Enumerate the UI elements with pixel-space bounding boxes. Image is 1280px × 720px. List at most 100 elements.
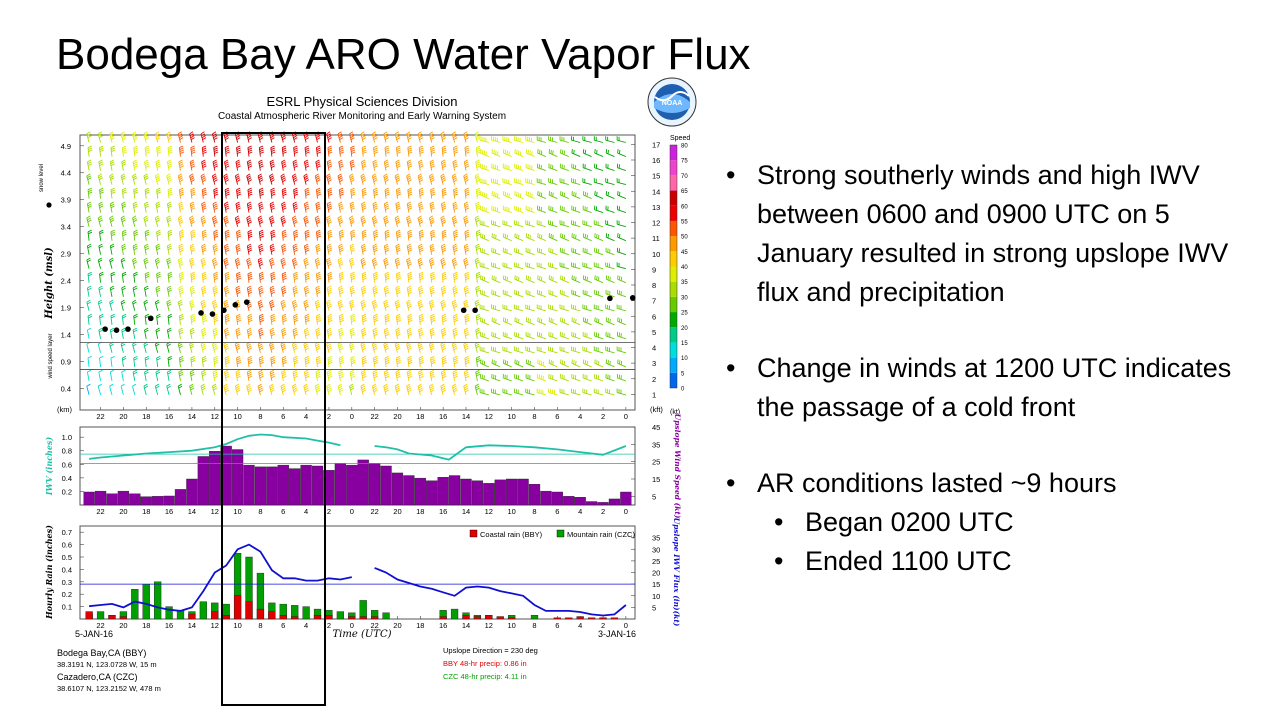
wind-barb: [429, 369, 435, 381]
wind-barb: [97, 383, 102, 396]
wind-barb: [475, 355, 481, 367]
wind-speed-ylabel: Upslope Wind Speed (kt): [673, 414, 682, 519]
x-tick-label: 2: [327, 621, 331, 630]
wind-barb: [474, 257, 480, 269]
wind-barb: [144, 285, 149, 297]
wind-barb: [349, 243, 356, 255]
wind-barb: [314, 257, 321, 269]
wind-barb: [406, 383, 412, 396]
wind-barb: [525, 359, 535, 368]
wind-barb: [200, 131, 207, 143]
wind-barb: [513, 136, 524, 143]
wind-barb: [132, 215, 138, 227]
wind-barb: [559, 331, 569, 340]
wind-barb: [86, 285, 92, 297]
wind-barb: [338, 201, 344, 213]
wind-barb: [428, 173, 435, 185]
wind-barb: [361, 271, 367, 283]
wind-barb: [474, 131, 481, 143]
wind-barb: [536, 247, 547, 256]
x-tick-label: 16: [439, 412, 447, 421]
wind-barb: [474, 173, 481, 185]
wind-barb: [479, 373, 489, 382]
wind-barb: [304, 355, 310, 367]
wind-barb: [178, 355, 184, 367]
wind-barb: [548, 149, 558, 158]
wind-barb: [372, 285, 378, 297]
wind-barb: [326, 369, 333, 381]
wind-barb: [258, 369, 264, 381]
wind-barb: [463, 159, 470, 171]
wind-barb: [428, 299, 435, 311]
wind-barb: [247, 187, 253, 199]
wind-barb: [270, 271, 276, 283]
y-tick-label: 1.9: [61, 304, 71, 313]
x-tick-label: 12: [485, 507, 493, 516]
wind-barb: [121, 327, 126, 339]
wind-barb: [303, 369, 310, 381]
wind-barb: [86, 369, 92, 381]
bby-rain-bar: [462, 615, 470, 620]
colorbar-segment: [670, 281, 677, 297]
wind-barb: [525, 275, 535, 284]
wind-barb: [201, 229, 207, 241]
wind-barb: [133, 145, 139, 157]
colorbar-segment: [670, 266, 677, 282]
speed-colorbar: 0 5 10 15 20 25 30 35 40 45 50 55 60 65 70 75 80: [669, 144, 688, 393]
x-tick-label: 6: [555, 507, 559, 516]
wind-barb: [406, 257, 412, 269]
wind-barb: [258, 229, 264, 241]
wind-barb: [491, 262, 501, 270]
colorbar-segment: [670, 312, 677, 328]
wind-barb: [292, 327, 298, 339]
wind-barb: [360, 257, 367, 269]
wind-barb: [109, 131, 115, 143]
x-tick-label: 0: [350, 507, 354, 516]
wind-speed-bar: [608, 498, 621, 506]
wind-speed-bar: [620, 491, 632, 506]
wind-barb: [213, 271, 219, 283]
date-right: 3-JAN-16: [598, 629, 636, 639]
wind-barb: [605, 191, 615, 200]
wind-barb: [395, 355, 401, 367]
x-tick-label: 18: [416, 621, 424, 630]
bby-rain-bar: [313, 615, 322, 620]
wind-speed-bar: [357, 459, 369, 506]
wind-barb: [223, 215, 230, 227]
wind-barb: [144, 229, 150, 241]
wind-barb: [200, 215, 207, 227]
y-tick-label: 4.4: [61, 169, 71, 178]
wind-barb: [394, 215, 401, 227]
wind-barb: [223, 299, 230, 311]
x-tick-label: 6: [281, 507, 285, 516]
wind-barb: [154, 173, 161, 185]
wind-barb: [440, 215, 447, 227]
wind-speed-bar: [140, 496, 152, 506]
x-tick-label: 2: [327, 507, 331, 516]
wind-barb: [109, 327, 115, 339]
wind-barb: [480, 317, 489, 326]
wind-barb: [440, 383, 447, 396]
x-tick-label: 10: [233, 621, 241, 630]
wind-barb: [189, 299, 195, 311]
wind-barb: [418, 355, 424, 367]
czc-rain-bar: [96, 611, 105, 620]
wind-barb: [338, 243, 344, 255]
wind-barb: [293, 229, 299, 241]
bby-rain-bar: [496, 616, 504, 620]
kft-unit-label: (kft): [650, 405, 663, 414]
wind-barb: [418, 187, 424, 199]
flux-line: [89, 543, 627, 617]
wind-barb: [417, 299, 424, 311]
y-tick-label: 2.9: [61, 250, 71, 259]
wind-barb: [201, 159, 207, 171]
wind-barb: [605, 359, 615, 368]
wind-barb: [475, 313, 481, 325]
wind-barb: [525, 373, 535, 382]
wind-barb: [87, 271, 93, 283]
upslope-direction: Upslope Direction = 230 deg: [443, 646, 538, 655]
wind-barb: [373, 229, 379, 241]
wind-barb: [514, 373, 524, 382]
wind-barb: [349, 299, 355, 311]
